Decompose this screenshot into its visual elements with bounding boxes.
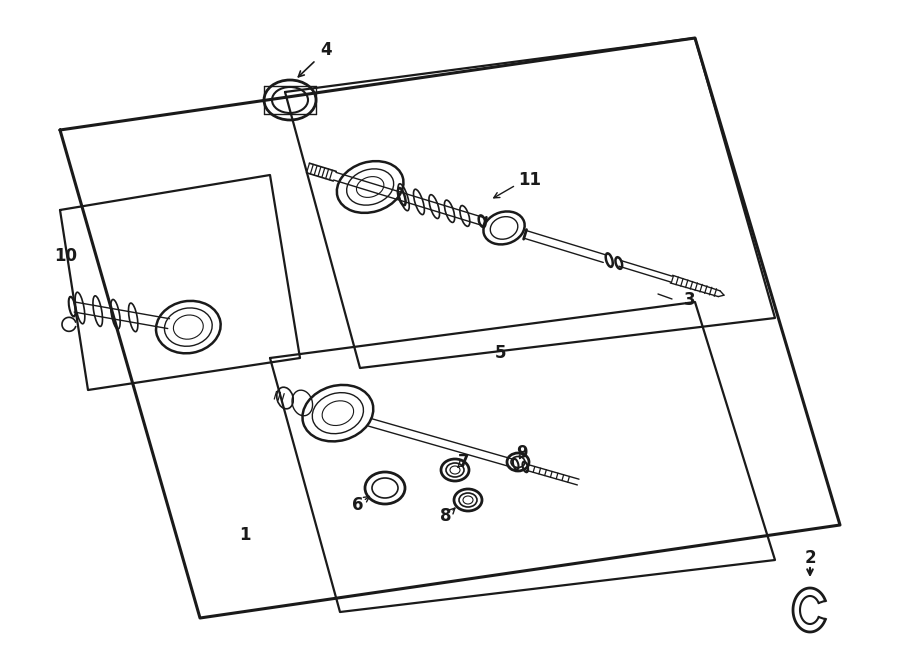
Text: 9: 9	[517, 444, 527, 462]
Text: 1: 1	[239, 526, 251, 544]
Text: 10: 10	[55, 247, 77, 265]
Text: 4: 4	[320, 41, 332, 59]
Text: 5: 5	[494, 344, 506, 362]
Text: 6: 6	[352, 496, 364, 514]
Text: 2: 2	[805, 549, 815, 567]
Text: 3: 3	[684, 291, 696, 309]
Text: 7: 7	[458, 453, 470, 471]
Text: 8: 8	[440, 507, 452, 525]
Text: 11: 11	[518, 171, 542, 189]
